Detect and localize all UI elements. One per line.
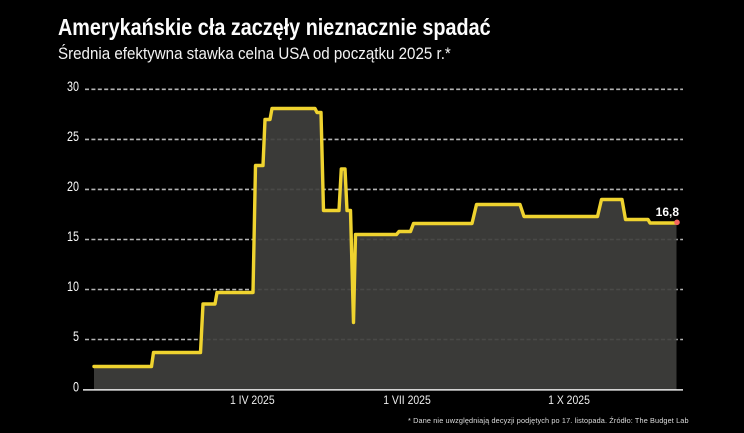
svg-text:1 X 2025: 1 X 2025 <box>548 394 590 407</box>
svg-text:0: 0 <box>73 379 79 395</box>
svg-text:5: 5 <box>73 329 79 345</box>
svg-text:1 IV 2025: 1 IV 2025 <box>230 394 275 407</box>
svg-text:25: 25 <box>67 129 79 145</box>
svg-text:1 VII 2025: 1 VII 2025 <box>383 394 431 407</box>
svg-text:16,8: 16,8 <box>656 205 680 219</box>
svg-text:20: 20 <box>67 179 79 195</box>
svg-text:15: 15 <box>67 229 79 245</box>
svg-text:30: 30 <box>67 79 79 95</box>
svg-text:10: 10 <box>67 279 79 295</box>
